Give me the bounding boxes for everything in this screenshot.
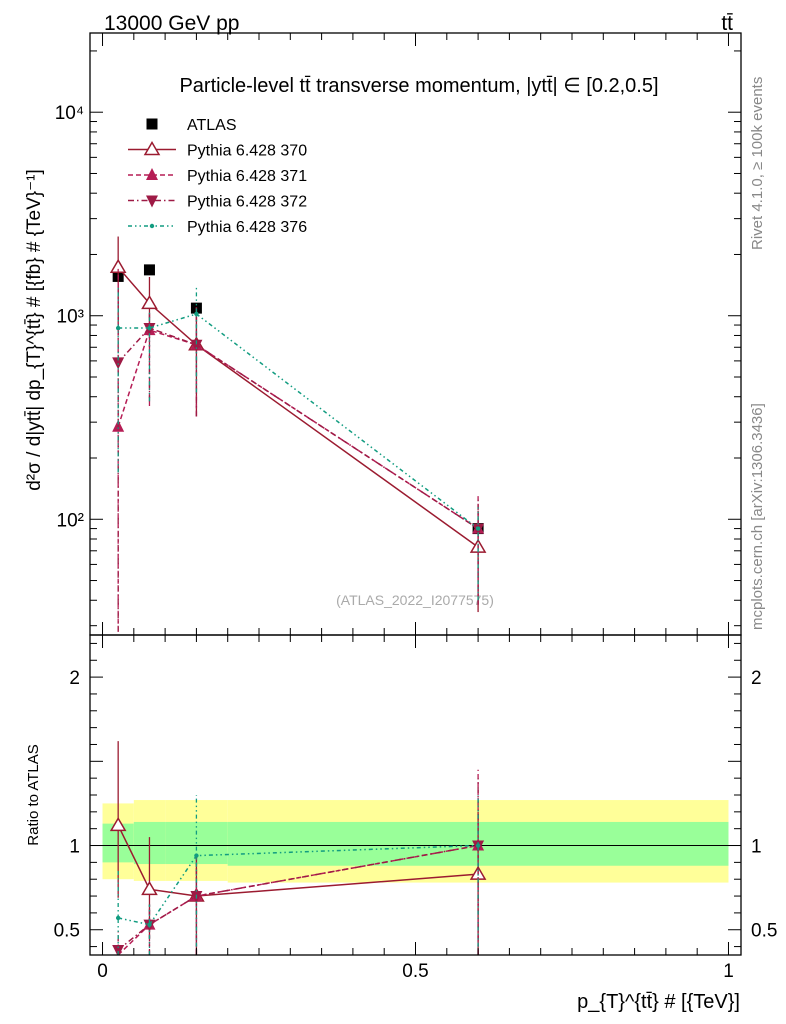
legend-marker xyxy=(146,168,158,180)
legend-label: Pythia 6.428 371 xyxy=(187,168,307,185)
ratio-y-tick-label-right: 1 xyxy=(751,837,762,858)
data-point xyxy=(475,526,481,531)
series-line xyxy=(117,844,479,951)
series-line xyxy=(118,313,479,530)
ratio-y-tick-label: 0.5 xyxy=(54,921,80,942)
analysis-watermark: (ATLAS_2022_I2077575) xyxy=(336,592,494,608)
legend-label: Pythia 6.428 370 xyxy=(187,143,307,160)
series-pythia-6-428-376 xyxy=(115,795,481,955)
source-label: mcplots.cern.ch [arXiv:1306.3436] xyxy=(749,403,766,630)
data-point xyxy=(147,325,152,331)
data-point xyxy=(194,853,199,858)
data-point xyxy=(115,325,121,331)
ratio-y-tick-label: 2 xyxy=(69,668,80,689)
legend-label: Pythia 6.428 372 xyxy=(187,194,307,211)
series-line xyxy=(117,329,479,530)
series-line xyxy=(117,266,479,548)
data-point xyxy=(109,816,127,832)
x-tick-label: 1 xyxy=(723,961,734,982)
data-point xyxy=(190,339,203,352)
ratio-y-axis-label: Ratio to ATLAS xyxy=(25,744,42,845)
plot-title: Particle-level tt̄ transverse momentum, … xyxy=(179,75,658,97)
series-line xyxy=(117,824,479,897)
y-tick-label: 10⁴ xyxy=(55,103,84,124)
data-point xyxy=(141,294,158,310)
legend-item: Pythia 6.428 370 xyxy=(128,141,307,160)
x-tick-label: 0 xyxy=(97,961,108,982)
series-atlas xyxy=(112,264,484,535)
legend-marker xyxy=(146,118,158,130)
x-tick-label: 0.5 xyxy=(402,961,428,982)
legend-marker xyxy=(146,195,158,208)
data-point xyxy=(147,922,152,927)
data-point xyxy=(143,264,155,276)
data-point xyxy=(112,944,125,955)
main-plot-panel: Particle-level tt̄ transverse momentum, … xyxy=(24,32,742,636)
legend: ATLAS Pythia 6.428 370 Pythia 6.428 371 Pyt… xyxy=(128,117,307,236)
series-line xyxy=(118,844,479,926)
legend-item: ATLAS xyxy=(146,117,237,134)
data-point xyxy=(109,258,127,274)
series-line xyxy=(117,327,479,530)
data-point xyxy=(141,880,158,896)
legend-marker xyxy=(143,141,161,156)
y-tick-label: 10³ xyxy=(57,307,84,328)
series-pythia-6-428-372 xyxy=(112,285,485,632)
ratio-y-tick-label: 1 xyxy=(69,837,80,858)
legend-item: Pythia 6.428 376 xyxy=(128,219,307,236)
ratio-plot-frame xyxy=(89,634,742,956)
data-point xyxy=(115,915,121,921)
ratio-y-tick-label-right: 0.5 xyxy=(751,921,777,942)
data-point xyxy=(194,311,199,317)
y-tick-label: 10² xyxy=(57,510,84,531)
legend-marker xyxy=(149,223,155,229)
process-label: tt̄ xyxy=(721,12,733,35)
legend-label: ATLAS xyxy=(187,117,237,134)
series-pythia-6-428-376 xyxy=(115,285,481,601)
y-axis-label: d²σ / d|ytt̄| dp_{T}^{tt̄} # [{fb} # {Te… xyxy=(24,169,45,491)
series-pythia-6-428-370 xyxy=(109,236,487,613)
legend-item: Pythia 6.428 371 xyxy=(128,168,307,185)
legend-label: Pythia 6.428 376 xyxy=(187,219,307,236)
ratio-plot-panel: 0.5 0.5 1 1 2 2 0 0.5 1 Ratio to ATLAS xyxy=(25,634,777,982)
x-axis-label: p_{T}^{tt̄} # [{TeV}] xyxy=(577,991,740,1013)
energy-label: 13000 GeV pp xyxy=(104,12,239,35)
ratio-y-tick-label-right: 2 xyxy=(751,668,762,689)
data-point xyxy=(475,843,481,848)
series-line xyxy=(117,844,479,955)
legend-item: Pythia 6.428 372 xyxy=(128,194,307,211)
rivet-label: Rivet 4.1.0, ≥ 100k events xyxy=(749,77,766,250)
